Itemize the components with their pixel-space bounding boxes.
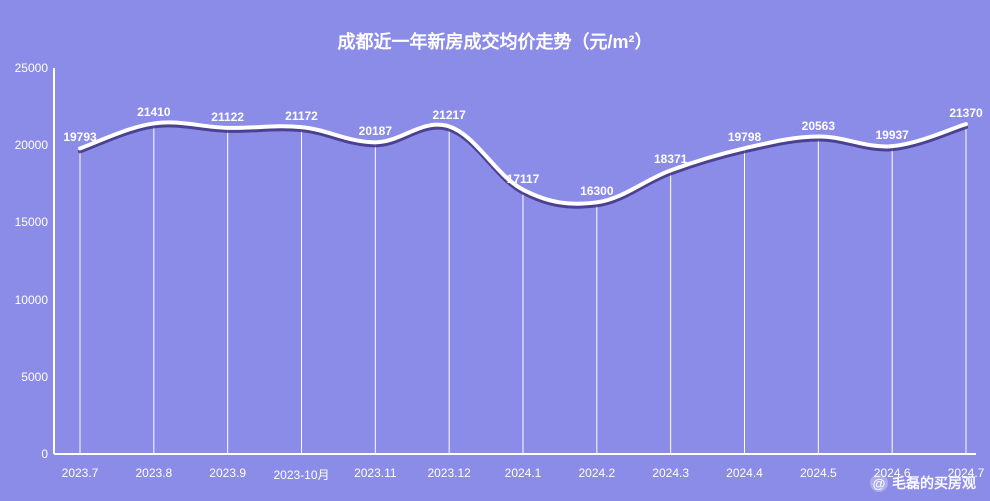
data-point-label: 20563 — [802, 119, 835, 133]
x-axis-tick-label: 2023.7 — [62, 466, 99, 480]
y-axis-tick-label: 10000 — [8, 293, 48, 307]
y-axis-tick-label: 20000 — [8, 138, 48, 152]
x-axis-tick-label: 2023.12 — [427, 466, 470, 480]
x-axis-tick-label: 2024.5 — [800, 466, 837, 480]
plot-svg — [0, 0, 990, 501]
data-point-label: 18371 — [654, 152, 687, 166]
data-point-label: 19798 — [728, 130, 761, 144]
x-axis-tick-label: 2024.3 — [652, 466, 689, 480]
x-axis-tick-label: 2024.4 — [726, 466, 763, 480]
data-point-label: 21370 — [949, 106, 982, 120]
y-axis-tick-label: 0 — [8, 447, 48, 461]
x-axis-tick-label: 2024.2 — [578, 466, 615, 480]
chart-container: 成都近一年新房成交均价走势（元/m²） @ 毛磊的买房观 05000100001… — [0, 0, 990, 501]
data-point-label: 21217 — [432, 108, 465, 122]
data-point-label: 21122 — [211, 110, 244, 124]
data-point-label: 17117 — [507, 172, 540, 186]
data-point-label: 21172 — [285, 109, 318, 123]
data-point-label: 16300 — [580, 184, 613, 198]
data-point-label: 20187 — [359, 124, 392, 138]
x-axis-tick-label: 2023.8 — [135, 466, 172, 480]
x-axis-tick-label: 2023.9 — [209, 466, 246, 480]
data-point-label: 21410 — [137, 105, 170, 119]
x-axis-tick-label: 2024.6 — [874, 466, 911, 480]
x-axis-tick-label: 2023.11 — [354, 466, 397, 480]
data-point-label: 19937 — [875, 128, 908, 142]
x-axis-tick-label: 2024.1 — [505, 466, 542, 480]
y-axis-tick-label: 5000 — [8, 370, 48, 384]
x-axis-tick-label: 2024.7 — [948, 466, 985, 480]
y-axis-tick-label: 25000 — [8, 61, 48, 75]
y-axis-tick-label: 15000 — [8, 215, 48, 229]
data-point-label: 19793 — [63, 130, 96, 144]
x-axis-tick-label: 2023-10月 — [273, 466, 329, 483]
